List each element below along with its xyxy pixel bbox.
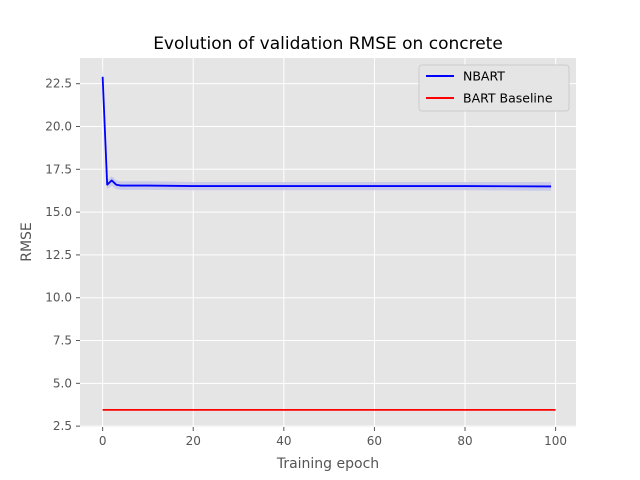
series-line-nbart bbox=[101, 76, 552, 188]
x-tick-label: 80 bbox=[457, 434, 472, 448]
x-tick-label: 20 bbox=[186, 434, 201, 448]
y-tick-label: 22.5 bbox=[45, 77, 72, 91]
y-tick-label: 5.0 bbox=[53, 376, 72, 390]
legend-label-nbart: NBART bbox=[463, 69, 505, 84]
tick-labels: 0 20 40 60 80 100 2.5 5.0 7.5 10.0 12.5 15.0 17.5 20.… bbox=[45, 77, 567, 448]
x-tick-label: 60 bbox=[367, 434, 382, 448]
plot-background bbox=[80, 58, 576, 427]
x-tick-label: 100 bbox=[544, 434, 567, 448]
y-tick-label: 20.0 bbox=[45, 119, 72, 133]
x-tick-label: 40 bbox=[276, 434, 291, 448]
y-tick-label: 10.0 bbox=[45, 291, 72, 305]
y-tick-label: 7.5 bbox=[53, 334, 72, 348]
y-axis-label: RMSE bbox=[19, 222, 35, 262]
legend-label-bart-baseline: BART Baseline bbox=[463, 91, 553, 106]
y-tick-label: 17.5 bbox=[45, 162, 72, 176]
legend-box bbox=[418, 64, 570, 112]
data-marks bbox=[101, 66, 556, 411]
x-tick-label: 0 bbox=[99, 434, 107, 448]
x-axis-label: Training epoch bbox=[276, 456, 379, 472]
chart-title: Evolution of validation RMSE on concrete bbox=[153, 34, 503, 54]
legend: NBART BART Baseline bbox=[418, 64, 570, 112]
y-tick-label: 15.0 bbox=[45, 205, 72, 219]
y-tick-label: 2.5 bbox=[53, 419, 72, 433]
grid bbox=[80, 58, 576, 427]
y-tick-label: 12.5 bbox=[45, 248, 72, 262]
